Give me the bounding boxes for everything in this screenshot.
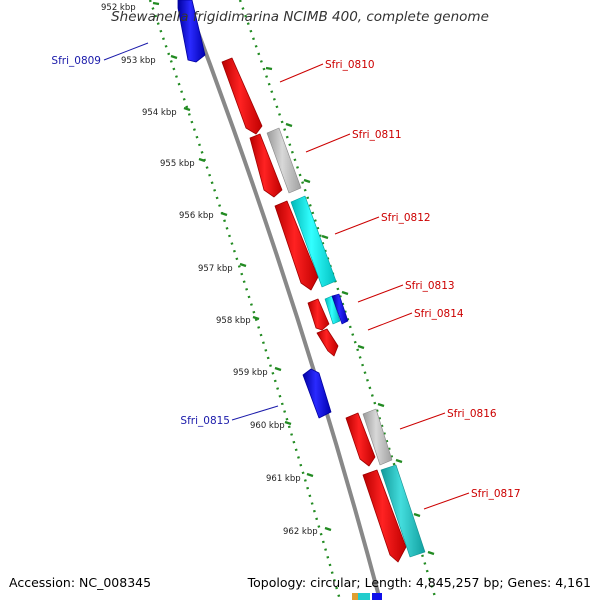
scale-label: 953 kbp (121, 56, 156, 66)
gene-box-sfri-0812-cyan[interactable] (290, 195, 337, 288)
scale-labels: 952 kbp 953 kbp 954 kbp 955 kbp 956 kbp … (101, 3, 318, 537)
gene-arrow-sfri-0810[interactable] (221, 57, 263, 135)
gene-label[interactable]: Sfri_0813 (405, 280, 455, 292)
gene-arrow-sfri-0811[interactable] (249, 133, 283, 198)
gene-label[interactable]: Sfri_0815 (180, 415, 230, 427)
outer-scale-track (238, 0, 438, 600)
gene-features (177, 0, 426, 600)
scale-label: 954 kbp (142, 108, 177, 118)
outer-track-ticks (265, 66, 435, 556)
gene-label[interactable]: Sfri_0811 (352, 129, 402, 141)
gene-arrow-sfri-0813-blue[interactable] (331, 293, 349, 325)
gene-label[interactable]: Sfri_0810 (325, 59, 375, 71)
scale-label: 962 kbp (283, 527, 318, 537)
gene-arrow-sfri-0812[interactable] (274, 200, 319, 291)
scale-label: 955 kbp (160, 159, 195, 169)
scale-major-ticks (152, 1, 332, 532)
scale-label: 958 kbp (216, 316, 251, 326)
gene-arrow-sfri-0817[interactable] (362, 469, 407, 563)
genome-backbone (184, 0, 382, 600)
gene-fragment-bottom (358, 593, 370, 600)
genome-summary: Topology: circular; Length: 4,845,257 bp… (247, 575, 591, 590)
gene-label[interactable]: Sfri_0809 (51, 55, 101, 67)
gene-arrow-sfri-0813[interactable] (307, 298, 330, 331)
gene-box-sfri-0816-gray[interactable] (362, 408, 393, 466)
gene-box-sfri-0811-gray[interactable] (266, 127, 302, 194)
scale-label: 961 kbp (266, 474, 301, 484)
gene-arrow-sfri-0809[interactable] (177, 0, 206, 63)
gene-arrow-sfri-0815[interactable] (302, 368, 332, 419)
inner-scale-track (148, 0, 342, 600)
scale-label: 959 kbp (233, 368, 268, 378)
scale-label: 952 kbp (101, 3, 136, 13)
scale-label: 957 kbp (198, 264, 233, 274)
gene-label[interactable]: Sfri_0812 (381, 212, 431, 224)
map-title: Shewanella frigidimarina NCIMB 400, comp… (111, 9, 489, 25)
gene-arrow-sfri-0816[interactable] (345, 412, 376, 467)
gene-box-sfri-0813-cyan[interactable] (324, 295, 341, 325)
gene-label[interactable]: Sfri_0814 (414, 308, 464, 320)
gene-label[interactable]: Sfri_0816 (447, 408, 497, 420)
gene-arrow-sfri-0814[interactable] (316, 328, 339, 357)
gene-label-lines (103, 42, 470, 510)
gene-box-sfri-0817-teal[interactable] (380, 464, 426, 558)
gene-fragment-bottom (352, 593, 358, 600)
scale-label: 956 kbp (179, 211, 214, 221)
gene-labels: Sfri_0809 Sfri_0810 Sfri_0811 Sfri_0812 … (51, 55, 520, 500)
gene-label[interactable]: Sfri_0817 (471, 488, 521, 500)
accession-label: Accession: NC_008345 (9, 575, 152, 590)
gene-fragment-bottom (372, 593, 382, 600)
scale-label: 960 kbp (250, 421, 285, 431)
